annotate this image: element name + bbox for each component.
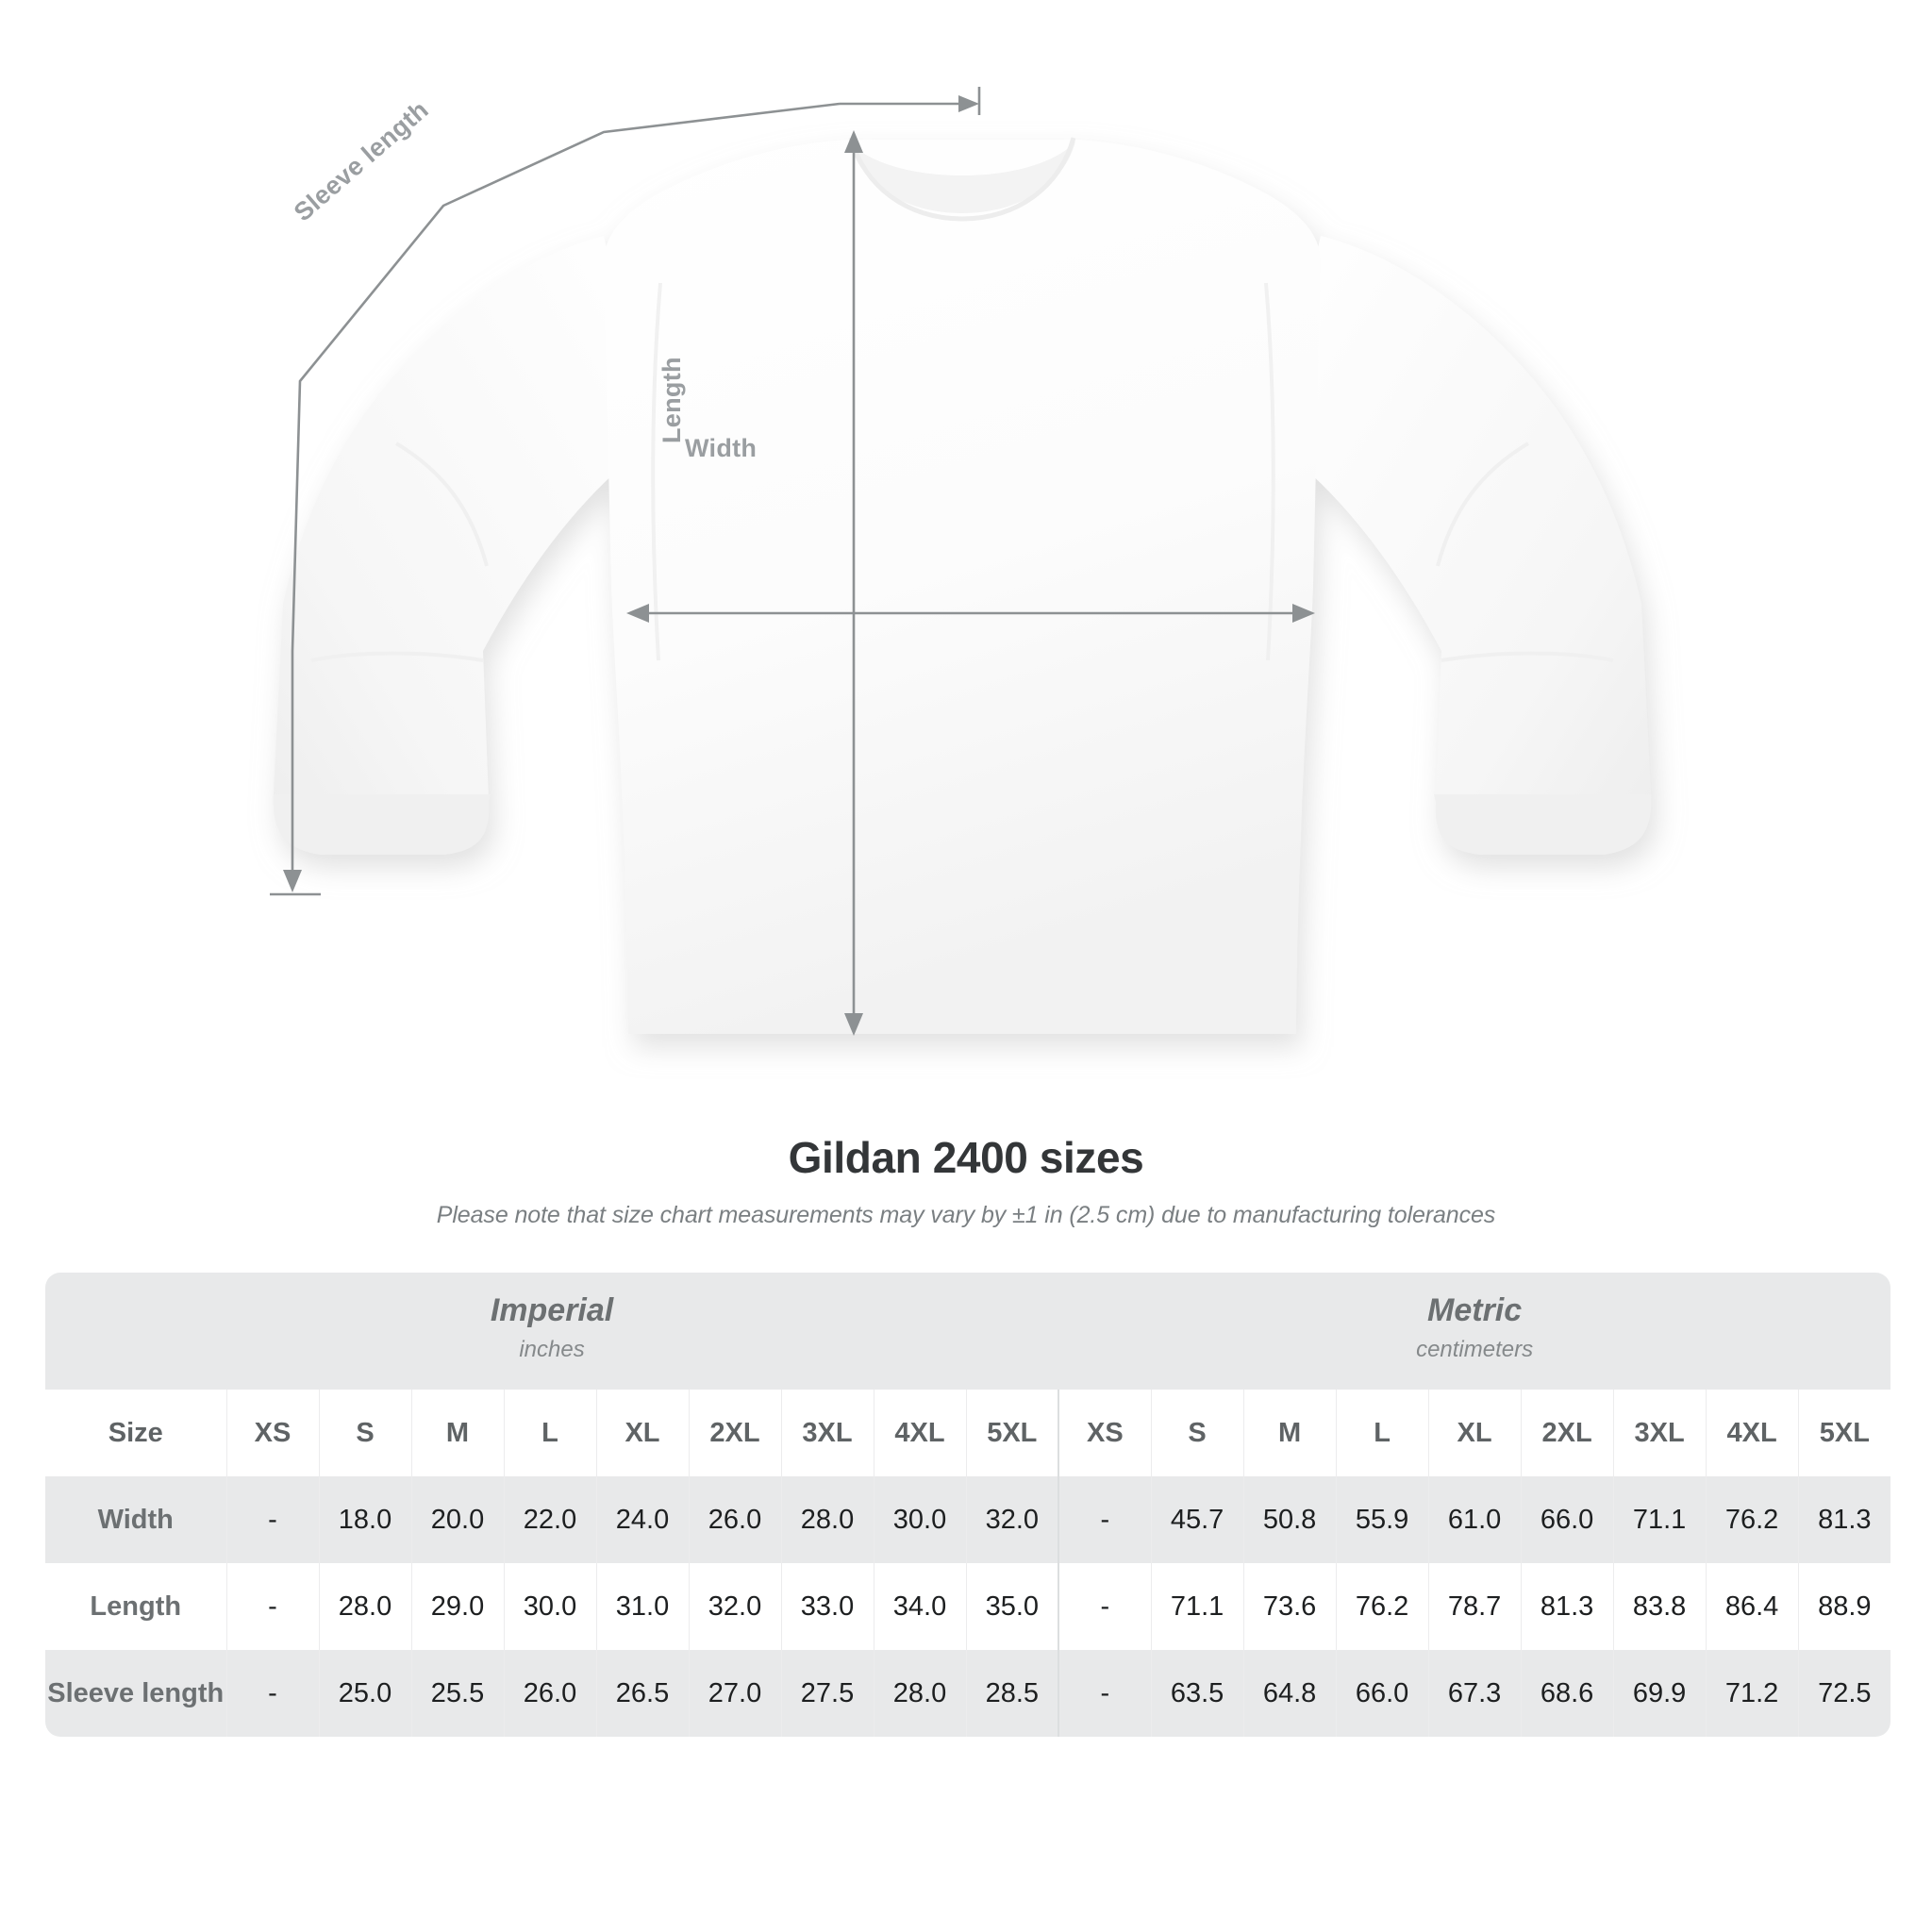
cell-width-imperial-4xl: 30.0	[873, 1476, 967, 1563]
cell-width-metric-5xl: 81.3	[1797, 1476, 1891, 1563]
header-imperial-3xl: 3XL	[780, 1390, 874, 1476]
title-block: Gildan 2400 sizes Please note that size …	[0, 1132, 1932, 1229]
header-imperial-xs: XS	[225, 1390, 320, 1476]
header-metric-4xl: 4XL	[1705, 1390, 1799, 1476]
width-dimension-label: Width	[685, 434, 758, 462]
cell-width-metric-3xl: 71.1	[1612, 1476, 1707, 1563]
cell-sleeve-imperial-5xl: 28.5	[965, 1650, 1059, 1737]
header-imperial-m: M	[410, 1390, 505, 1476]
cell-sleeve-metric-m: 64.8	[1242, 1650, 1337, 1737]
cell-length-metric-s: 71.1	[1150, 1563, 1244, 1650]
row-label-length: Length	[45, 1563, 227, 1650]
cell-sleeve-metric-2xl: 68.6	[1520, 1650, 1614, 1737]
cell-length-imperial-4xl: 34.0	[873, 1563, 967, 1650]
cell-length-imperial-l: 30.0	[503, 1563, 597, 1650]
header-imperial-2xl: 2XL	[688, 1390, 782, 1476]
metric-unit-sub: centimeters	[1416, 1336, 1534, 1362]
header-imperial-4xl: 4XL	[873, 1390, 967, 1476]
row-label-width: Width	[45, 1476, 227, 1563]
cell-sleeve-imperial-xs: -	[225, 1650, 320, 1737]
cell-length-metric-5xl: 88.9	[1797, 1563, 1891, 1650]
header-imperial-5xl: 5XL	[965, 1390, 1059, 1476]
size-chart-table: Imperial inches Metric centimeters Size …	[45, 1273, 1891, 1737]
cell-length-imperial-m: 29.0	[410, 1563, 505, 1650]
header-metric-xl: XL	[1427, 1390, 1522, 1476]
cell-sleeve-imperial-s: 25.0	[318, 1650, 412, 1737]
metric-unit-cell: Metric centimeters	[1058, 1273, 1891, 1390]
cell-width-metric-2xl: 66.0	[1520, 1476, 1614, 1563]
cell-length-metric-m: 73.6	[1242, 1563, 1337, 1650]
header-metric-3xl: 3XL	[1612, 1390, 1707, 1476]
cell-sleeve-metric-4xl: 71.2	[1705, 1650, 1799, 1737]
cell-sleeve-metric-5xl: 72.5	[1797, 1650, 1891, 1737]
cell-sleeve-imperial-m: 25.5	[410, 1650, 505, 1737]
cell-sleeve-imperial-xl: 26.5	[595, 1650, 690, 1737]
imperial-unit-cell: Imperial inches	[45, 1273, 1059, 1390]
row-label-sleeve-length: Sleeve length	[45, 1650, 227, 1737]
cell-width-metric-xs: -	[1058, 1476, 1152, 1563]
dimension-lines	[270, 87, 1311, 1032]
table-row-sleeve-length: Sleeve length - 25.0 25.5 26.0 26.5 27.0…	[45, 1650, 1891, 1737]
shirt-body	[273, 137, 1652, 1034]
cell-width-metric-4xl: 76.2	[1705, 1476, 1799, 1563]
cell-width-metric-l: 55.9	[1335, 1476, 1429, 1563]
cell-length-imperial-xl: 31.0	[595, 1563, 690, 1650]
garment-diagram: Sleeve length Length Width	[270, 87, 1652, 1036]
cell-width-imperial-3xl: 28.0	[780, 1476, 874, 1563]
length-dimension-label: Length	[658, 357, 686, 443]
size-chart-table-container: Imperial inches Metric centimeters Size …	[45, 1273, 1891, 1737]
cell-width-imperial-s: 18.0	[318, 1476, 412, 1563]
cell-sleeve-metric-l: 66.0	[1335, 1650, 1429, 1737]
cell-sleeve-metric-xl: 67.3	[1427, 1650, 1522, 1737]
cell-sleeve-imperial-4xl: 28.0	[873, 1650, 967, 1737]
cell-length-imperial-5xl: 35.0	[965, 1563, 1059, 1650]
cell-width-imperial-2xl: 26.0	[688, 1476, 782, 1563]
imperial-unit-name: Imperial	[490, 1292, 614, 1329]
cell-sleeve-metric-xs: -	[1058, 1650, 1152, 1737]
table-row-length: Length - 28.0 29.0 30.0 31.0 32.0 33.0 3…	[45, 1563, 1891, 1650]
cell-length-metric-l: 76.2	[1335, 1563, 1429, 1650]
header-metric-xs: XS	[1058, 1390, 1152, 1476]
cell-sleeve-imperial-2xl: 27.0	[688, 1650, 782, 1737]
imperial-unit-sub: inches	[519, 1336, 585, 1362]
cell-length-imperial-3xl: 33.0	[780, 1563, 874, 1650]
cell-length-metric-4xl: 86.4	[1705, 1563, 1799, 1650]
header-metric-5xl: 5XL	[1797, 1390, 1891, 1476]
cell-length-metric-xl: 78.7	[1427, 1563, 1522, 1650]
cell-length-metric-xs: -	[1058, 1563, 1152, 1650]
unit-banner-row: Imperial inches Metric centimeters	[45, 1273, 1891, 1390]
long-sleeve-shirt-illustration	[270, 87, 1652, 1036]
cell-sleeve-imperial-l: 26.0	[503, 1650, 597, 1737]
header-imperial-l: L	[503, 1390, 597, 1476]
cell-sleeve-metric-3xl: 69.9	[1612, 1650, 1707, 1737]
table-row-width: Width - 18.0 20.0 22.0 24.0 26.0 28.0 30…	[45, 1476, 1891, 1563]
header-metric-l: L	[1335, 1390, 1429, 1476]
cell-length-metric-3xl: 83.8	[1612, 1563, 1707, 1650]
metric-unit-name: Metric	[1427, 1292, 1523, 1329]
cell-width-metric-xl: 61.0	[1427, 1476, 1522, 1563]
page-title: Gildan 2400 sizes	[788, 1133, 1144, 1182]
cell-width-imperial-5xl: 32.0	[965, 1476, 1059, 1563]
cell-width-imperial-xs: -	[225, 1476, 320, 1563]
cell-length-imperial-2xl: 32.0	[688, 1563, 782, 1650]
dimension-arrowheads	[283, 95, 1315, 1036]
cell-width-imperial-l: 22.0	[503, 1476, 597, 1563]
cell-sleeve-imperial-3xl: 27.5	[780, 1650, 874, 1737]
header-size-label: Size	[45, 1390, 227, 1476]
cell-length-imperial-s: 28.0	[318, 1563, 412, 1650]
header-imperial-s: S	[318, 1390, 412, 1476]
header-metric-m: M	[1242, 1390, 1337, 1476]
cell-width-imperial-xl: 24.0	[595, 1476, 690, 1563]
header-imperial-xl: XL	[595, 1390, 690, 1476]
header-metric-s: S	[1150, 1390, 1244, 1476]
page-subtitle: Please note that size chart measurements…	[436, 1202, 1496, 1228]
cell-width-metric-m: 50.8	[1242, 1476, 1337, 1563]
cell-width-imperial-m: 20.0	[410, 1476, 505, 1563]
cell-length-imperial-xs: -	[225, 1563, 320, 1650]
size-header-row: Size XS S M L XL 2XL 3XL 4XL 5XL XS S M …	[45, 1390, 1891, 1476]
cell-length-metric-2xl: 81.3	[1520, 1563, 1614, 1650]
header-metric-2xl: 2XL	[1520, 1390, 1614, 1476]
cell-sleeve-metric-s: 63.5	[1150, 1650, 1244, 1737]
cell-width-metric-s: 45.7	[1150, 1476, 1244, 1563]
